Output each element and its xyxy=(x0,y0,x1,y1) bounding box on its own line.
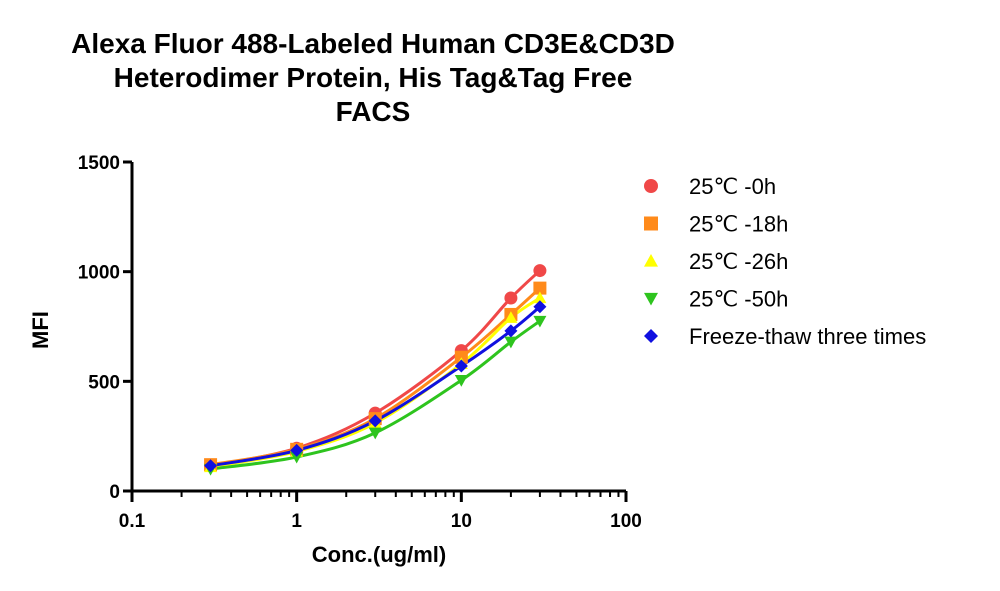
legend-label: Freeze-thaw three times xyxy=(689,324,926,349)
data-point-triangle-down xyxy=(454,375,468,387)
y-tick-label: 500 xyxy=(88,372,120,393)
legend-label: 25℃ -0h xyxy=(689,174,776,199)
data-point-circle xyxy=(533,264,547,278)
data-points xyxy=(204,264,547,476)
y-axis: 0 500 1000 1500 xyxy=(78,153,134,503)
chart-title: Alexa Fluor 488-Labeled Human CD3E&CD3D … xyxy=(71,28,675,127)
x-axis-label: Conc.(ug/ml) xyxy=(312,542,446,567)
chart-title-line-3: FACS xyxy=(336,96,411,127)
legend-marker xyxy=(644,329,658,343)
data-point-square xyxy=(533,281,547,295)
data-point-diamond xyxy=(504,324,518,338)
chart-title-line-1: Alexa Fluor 488-Labeled Human CD3E&CD3D xyxy=(71,28,675,59)
data-point-diamond xyxy=(204,459,218,473)
y-tick-label: 1500 xyxy=(78,153,120,174)
legend-marker xyxy=(644,216,658,231)
data-point-triangle-up xyxy=(504,311,518,323)
data-point-triangle-up xyxy=(533,291,547,304)
x-tick-label: 1 xyxy=(291,511,302,532)
legend-label: 25℃ -26h xyxy=(689,249,788,274)
legend-label: 25℃ -50h xyxy=(689,287,788,312)
x-tick-label: 100 xyxy=(610,511,642,532)
legend-label: 25℃ -18h xyxy=(689,212,788,237)
x-axis-ticks: 0.1 1 10 100 xyxy=(119,491,642,532)
y-tick-label: 1000 xyxy=(78,263,120,284)
data-point-triangle-down xyxy=(533,315,547,328)
data-point-square xyxy=(454,350,468,364)
data-point-diamond xyxy=(290,443,304,457)
chart-title-line-2: Heterodimer Protein, His Tag&Tag Free xyxy=(114,62,633,93)
legend-marker xyxy=(644,292,658,306)
legend-marker xyxy=(644,254,658,267)
y-axis-label: MFI xyxy=(28,311,53,349)
data-point-diamond xyxy=(533,300,547,314)
data-point-triangle-down xyxy=(504,336,518,349)
x-tick-label: 0.1 xyxy=(119,511,146,532)
data-point-triangle-down xyxy=(290,451,304,464)
fit-curve xyxy=(210,305,541,468)
fit-curve xyxy=(210,319,541,471)
data-point-diamond xyxy=(368,414,382,428)
legend-marker xyxy=(644,179,658,193)
x-tick-label: 10 xyxy=(451,511,472,532)
x-axis: 0.1 1 10 100 xyxy=(119,489,642,532)
y-tick-label: 0 xyxy=(109,482,120,503)
y-axis-ticks: 0 500 1000 1500 xyxy=(78,153,132,503)
data-point-diamond xyxy=(454,359,468,373)
data-point-circle xyxy=(504,291,518,305)
data-point-triangle-down xyxy=(368,427,382,440)
legend: 25℃ -0h 25℃ -18h 25℃ -26h 25℃ -50h Freeze-th… xyxy=(644,174,926,349)
